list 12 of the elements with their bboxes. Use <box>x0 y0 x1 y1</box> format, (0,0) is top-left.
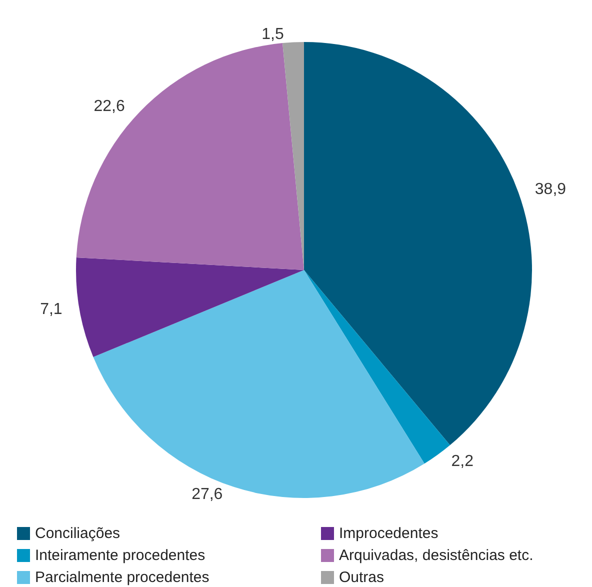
data-label: 38,9 <box>534 181 566 198</box>
data-label: 27,6 <box>192 486 223 504</box>
data-label: 2,2 <box>451 452 474 470</box>
legend-label: Inteiramente procedentes <box>35 547 206 564</box>
legend-label: Parcialmente procedentes <box>35 569 210 586</box>
data-label: 7,1 <box>40 301 62 318</box>
data-label: 22,6 <box>94 98 125 115</box>
legend-label: Conciliações <box>35 525 120 542</box>
data-label: 1,5 <box>262 26 284 43</box>
legend-label: Improcedentes <box>339 525 438 542</box>
legend-label: Outras <box>339 569 384 586</box>
legend-label: Arquivadas, desistências etc. <box>339 547 534 564</box>
